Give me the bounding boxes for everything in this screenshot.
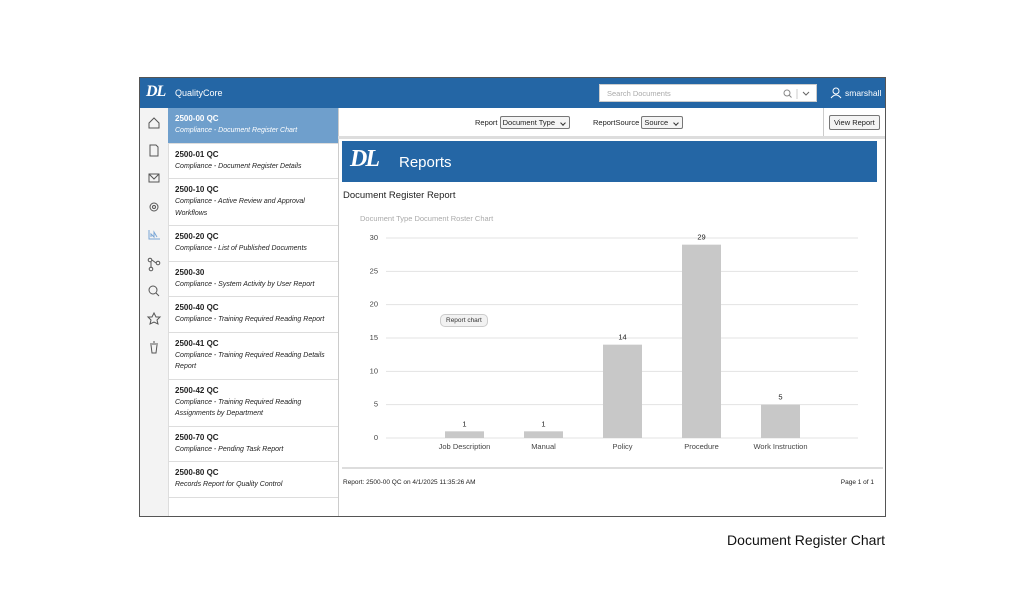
data-label: 5 xyxy=(778,393,782,402)
user-name[interactable]: smarshall xyxy=(845,88,882,98)
data-label: 29 xyxy=(697,233,705,242)
y-tick-label: 25 xyxy=(370,266,378,275)
x-tick-label: Manual xyxy=(531,442,556,451)
app-window: DL QualityCore Search Documents smarshal… xyxy=(139,77,886,517)
data-label: 14 xyxy=(618,333,626,342)
report-selector: Report Document Type xyxy=(475,116,570,129)
chart: 0 5 10 15 20 25 30 Job Description 1 Manual 1 Polic… xyxy=(360,214,858,451)
search-box[interactable]: Search Documents xyxy=(599,84,817,102)
settings-icon[interactable] xyxy=(149,202,159,212)
y-tick-label: 10 xyxy=(370,366,378,375)
trash-icon[interactable] xyxy=(150,341,158,354)
report-item[interactable]: 2500-30 Compliance - System Activity by U… xyxy=(168,262,338,297)
report-footer: Report: 2500-00 QC on 4/1/2025 11:35:26 … xyxy=(343,479,476,486)
caption: Document Register Chart xyxy=(727,532,885,548)
source-selector: ReportSource Source xyxy=(593,116,684,129)
report-item[interactable]: 2500-01 QC Compliance - Document Register… xyxy=(168,144,338,179)
rail-icons xyxy=(146,117,162,381)
report-code: 2500-20 QC xyxy=(175,232,219,241)
user-icon xyxy=(830,87,842,99)
banner-logo: DL xyxy=(350,146,380,172)
bar xyxy=(524,431,563,438)
y-tick-label: 20 xyxy=(370,300,378,309)
document-icon[interactable] xyxy=(149,144,159,157)
report-toolbar: Report Document Type ReportSource Source… xyxy=(338,108,885,139)
report-description: Compliance - Training Required Reading R… xyxy=(175,316,325,323)
report-select[interactable]: Document Type xyxy=(499,116,570,129)
report-description: Compliance - Active Review and Approval … xyxy=(175,198,305,217)
footer-line xyxy=(342,467,883,469)
y-tick-label: 30 xyxy=(370,233,378,242)
report-description: Compliance - Document Register Chart xyxy=(175,127,298,134)
report-item[interactable]: 2500-41 QC Compliance - Training Required… xyxy=(168,333,338,380)
report-code: 2500-70 QC xyxy=(175,432,219,442)
bar xyxy=(682,244,721,438)
report-item[interactable]: 2500-70 QC Compliance - Pending Task Repo… xyxy=(168,427,338,462)
data-label: 1 xyxy=(462,419,466,428)
report-code: 2500-10 QC xyxy=(175,185,219,194)
data-label: 1 xyxy=(541,419,545,428)
report-code: 2500-01 QC xyxy=(175,149,219,159)
bar xyxy=(603,344,642,438)
report-description: Compliance - List of Published Documents xyxy=(175,245,307,252)
search-placeholder: Search Documents xyxy=(607,89,671,98)
chart-title: Document Type Document Roster Chart xyxy=(360,214,494,223)
chart-icon[interactable] xyxy=(148,230,160,240)
report-description: Compliance - Pending Task Report xyxy=(175,445,284,453)
report-list: 2500-00 QC Compliance - Document Register… xyxy=(168,108,339,516)
icon-rail xyxy=(140,108,169,516)
page-number: Page 1 of 1 xyxy=(840,479,874,486)
plot: 0 5 10 15 20 25 30 Job Description 1 Manual 1 Polic… xyxy=(370,233,858,451)
logo[interactable]: DL xyxy=(146,83,166,100)
workflow-icon[interactable] xyxy=(147,257,153,263)
report-item[interactable]: 2500-20 QC Compliance - List of Published… xyxy=(168,226,338,262)
report-item[interactable]: 2500-00 QC Compliance - Document Register… xyxy=(168,108,338,144)
report-description: Records Report for Quality Control xyxy=(175,481,283,488)
y-tick-label: 5 xyxy=(374,400,378,409)
report-code: 2500-40 QC xyxy=(175,303,219,312)
x-tick-label: Job Description xyxy=(439,442,491,451)
report-label: Report xyxy=(475,118,498,127)
report-item[interactable]: 2500-42 QC Compliance - Training Required… xyxy=(168,380,338,427)
bar xyxy=(761,404,800,438)
report-code: 2500-41 QC xyxy=(175,338,219,348)
report-description: Compliance - Training Required Reading D… xyxy=(175,351,325,371)
reports-banner: DL Reports xyxy=(342,141,877,182)
banner-title: Reports xyxy=(399,154,452,171)
report-code: 2500-80 QC xyxy=(175,468,219,477)
report-title: Document Register Report xyxy=(343,190,456,201)
x-tick-label: Procedure xyxy=(684,442,719,451)
source-label: ReportSource xyxy=(593,118,640,127)
view-report-button[interactable]: View Report xyxy=(829,115,880,130)
report-description: Compliance - Training Required Reading A… xyxy=(175,398,302,418)
report-item[interactable]: 2500-40 QC Compliance - Training Required… xyxy=(168,297,338,333)
report-description: Compliance - System Activity by User Rep… xyxy=(175,280,315,288)
y-tick-label: 0 xyxy=(374,433,378,442)
report-item[interactable]: 2500-10 QC Compliance - Active Review and… xyxy=(168,179,338,226)
divider xyxy=(823,108,824,136)
source-select[interactable]: Source xyxy=(641,116,684,129)
star-icon[interactable] xyxy=(146,311,162,325)
top-bar: DL QualityCore Search Documents smarshal… xyxy=(140,78,885,108)
search-icon[interactable] xyxy=(148,285,158,295)
y-tick-label: 15 xyxy=(370,333,378,342)
x-tick-label: Policy xyxy=(612,442,632,451)
home-icon[interactable] xyxy=(148,117,160,129)
tooltip: Report chart xyxy=(440,314,488,327)
report-item[interactable]: 2500-80 QC Records Report for Quality Con… xyxy=(168,462,338,498)
report-description: Compliance - Document Register Details xyxy=(175,162,302,170)
bar xyxy=(445,431,484,438)
mail-icon[interactable] xyxy=(148,173,160,183)
search-icons xyxy=(783,89,810,99)
report-code: 2500-00 QC xyxy=(175,114,219,123)
app-name: QualityCore xyxy=(175,88,223,98)
x-tick-label: Work Instruction xyxy=(753,442,807,451)
report-code: 2500-42 QC xyxy=(175,385,219,395)
report-code: 2500-30 xyxy=(175,267,205,277)
